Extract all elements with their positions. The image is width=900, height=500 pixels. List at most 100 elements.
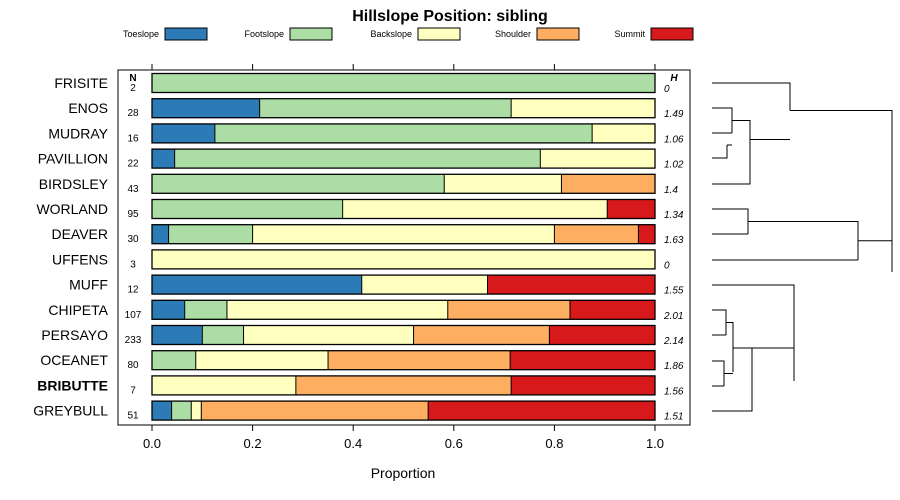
bar-segment <box>152 199 343 219</box>
dendrogram-branch <box>712 309 727 335</box>
n-value: 3 <box>130 259 136 270</box>
dendrogram-branch <box>732 120 751 158</box>
bar-segment <box>607 199 655 219</box>
bar-segment <box>184 300 227 320</box>
x-tick-label: 1.0 <box>646 436 664 451</box>
h-value: 1.55 <box>664 286 684 297</box>
bar-outline <box>151 324 656 346</box>
x-tick-label: 0.8 <box>545 436 563 451</box>
h-value: 1.86 <box>664 361 684 372</box>
bar-segment <box>561 174 655 194</box>
bar-segment <box>214 123 593 143</box>
bar-segment <box>195 350 329 370</box>
n-header: N <box>129 73 136 84</box>
bar-segment <box>152 350 196 370</box>
n-value: 16 <box>127 133 139 144</box>
bar-segment <box>201 401 429 421</box>
bar-outline <box>151 123 656 144</box>
x-tick-label: 0.6 <box>445 436 463 451</box>
legend-swatch <box>536 27 580 41</box>
row-label: PAVILLION <box>38 151 108 167</box>
row-label: BRIBUTTE <box>37 377 108 393</box>
row-label: FRISITE <box>54 75 108 91</box>
bar-segment <box>152 275 362 295</box>
bar-segment <box>152 149 175 169</box>
row-label: MUFF <box>69 277 108 293</box>
bar-segment <box>226 300 448 320</box>
bar-segment <box>243 325 414 345</box>
h-value: 2.01 <box>663 311 683 322</box>
h-value: 1.02 <box>664 160 684 171</box>
bar-segment <box>174 149 541 169</box>
h-labels: 0 1.49 1.06 1.02 1.4 1.34 1.63 0 1.55 2.01 2.14 1.8… <box>663 84 684 423</box>
bar-segment <box>554 224 639 244</box>
bar-segment <box>191 401 202 421</box>
h-value: 1.49 <box>664 109 684 120</box>
bar-segment <box>487 275 655 295</box>
row-label: BIRDSLEY <box>39 176 109 192</box>
bar-outline <box>151 148 656 169</box>
legend-swatch <box>164 27 208 41</box>
n-value: 2 <box>130 83 136 94</box>
n-value: 95 <box>127 209 139 220</box>
dendrogram-branch <box>712 145 728 159</box>
bar-segment <box>549 325 655 345</box>
dendrogram-branch <box>712 82 791 111</box>
n-value: 12 <box>127 285 139 296</box>
bar-segment <box>152 123 215 143</box>
dendrogram-branch <box>748 221 859 260</box>
bar-segment <box>295 375 512 395</box>
bar-segment <box>413 325 550 345</box>
h-value: 1.63 <box>664 235 684 246</box>
bar-segment <box>152 98 260 118</box>
dendrogram-branch <box>712 107 733 133</box>
h-value: 1.06 <box>664 134 684 145</box>
bar-segment <box>202 325 244 345</box>
bar-segment <box>328 350 511 370</box>
h-value: 2.14 <box>663 336 684 347</box>
dendrogram-branch <box>712 208 749 234</box>
bar-segment <box>152 300 185 320</box>
bar-outline <box>151 375 656 396</box>
n-value: 30 <box>127 234 139 245</box>
row-label: ENOS <box>68 100 108 116</box>
row-label: WORLAND <box>36 201 108 217</box>
h-value: 1.51 <box>664 412 683 423</box>
dendrogram-branch <box>726 322 734 372</box>
bar-segment <box>152 325 203 345</box>
dendrogram-branch <box>712 360 725 386</box>
chart-title: Hillslope Position: sibling <box>352 8 548 25</box>
legend-label: Summit <box>614 29 645 39</box>
bar-segment <box>152 174 445 194</box>
bar-segment <box>510 350 655 370</box>
n-value: 28 <box>127 108 139 119</box>
bar-segment <box>152 401 172 421</box>
n-value: 43 <box>127 184 139 195</box>
row-label: PERSAYO <box>41 327 108 343</box>
bar-segment <box>540 149 655 169</box>
bar-outline <box>151 173 656 194</box>
bar-outline <box>151 350 656 371</box>
legend-swatch <box>289 27 333 41</box>
bar-segment <box>444 174 562 194</box>
bar-segment <box>361 275 488 295</box>
row-label: MUDRAY <box>48 125 108 141</box>
x-axis-title: Proportion <box>371 465 436 481</box>
bar-segment <box>152 224 169 244</box>
bar-segment <box>152 73 655 93</box>
row-label: CHIPETA <box>48 302 108 318</box>
n-value: 22 <box>127 159 139 170</box>
h-value: 0 <box>664 260 670 271</box>
h-value: 1.34 <box>664 210 684 221</box>
bar-segment <box>168 224 253 244</box>
bar-outline <box>151 274 656 295</box>
bar-segment <box>511 375 655 395</box>
row-label: UFFENS <box>52 251 108 267</box>
n-value: 233 <box>125 335 142 346</box>
bars <box>151 72 656 421</box>
bar-segment <box>592 123 655 143</box>
bar-segment <box>252 224 555 244</box>
x-tick-label: 0.0 <box>143 436 161 451</box>
n-value: 80 <box>127 360 139 371</box>
